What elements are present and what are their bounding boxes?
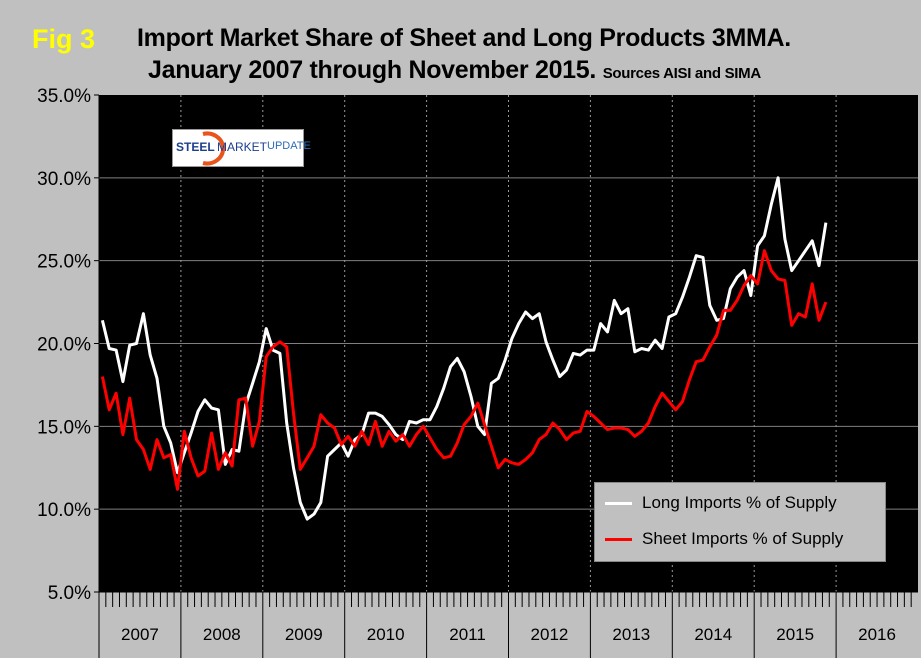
series-line-long <box>100 176 828 521</box>
y-tick-label: 35.0% <box>37 86 91 107</box>
x-tick-label: 2015 <box>776 625 814 644</box>
series-line-sheet <box>100 249 828 491</box>
legend-swatch-sheet <box>605 537 632 541</box>
legend-label-sheet: Sheet Imports % of Supply <box>642 529 844 548</box>
logo-text-market: MARKET <box>217 140 268 154</box>
logo-swoosh-icon <box>202 131 226 166</box>
chart-sources: Sources AISI and SIMA <box>602 65 761 82</box>
y-tick-label: 10.0% <box>37 500 91 521</box>
logo-text-update: UPDATE <box>267 140 311 152</box>
x-tick-label: 2009 <box>285 625 323 644</box>
x-tick-label: 2011 <box>449 625 486 644</box>
legend-item-sheet: Sheet Imports % of Supply <box>605 529 843 549</box>
y-tick-label: 20.0% <box>37 335 91 356</box>
x-tick-label: 2007 <box>121 625 159 644</box>
x-tick-label: 2013 <box>612 625 650 644</box>
chart-title-line1: Import Market Share of Sheet and Long Pr… <box>137 24 791 52</box>
legend-swatch-long <box>605 501 632 505</box>
chart-title-line2: January 2007 through November 2015. Sour… <box>148 56 761 85</box>
steel-market-update-logo: STEEL MARKET UPDATE <box>172 129 311 167</box>
figure-label: Fig 3 <box>32 24 96 54</box>
x-tick-label: 2010 <box>367 625 405 644</box>
legend-item-long: Long Imports % of Supply <box>605 493 837 513</box>
legend-label-long: Long Imports % of Supply <box>642 493 837 512</box>
chart-title-dates: January 2007 through November 2015. <box>148 56 597 84</box>
x-tick-label: 2008 <box>203 625 241 644</box>
y-tick-label: 25.0% <box>37 252 91 273</box>
logo-text-steel: STEEL <box>176 140 215 154</box>
y-tick-label: 30.0% <box>37 169 91 190</box>
x-tick-label: 2014 <box>694 625 732 644</box>
x-tick-label: 2016 <box>858 625 896 644</box>
y-tick-label: 5.0% <box>48 583 91 604</box>
legend: Long Imports % of Supply Sheet Imports %… <box>594 482 886 562</box>
x-tick-label: 2012 <box>531 625 569 644</box>
y-tick-label: 15.0% <box>37 417 91 438</box>
